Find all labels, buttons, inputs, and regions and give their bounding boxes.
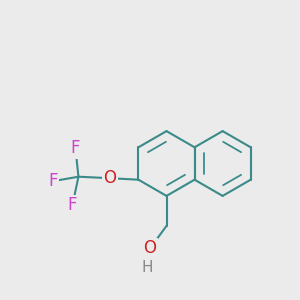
- Text: O: O: [143, 239, 157, 257]
- Text: O: O: [103, 169, 116, 187]
- Text: F: F: [48, 172, 58, 190]
- Text: F: F: [68, 196, 77, 214]
- Text: F: F: [71, 139, 80, 157]
- Text: H: H: [141, 260, 153, 275]
